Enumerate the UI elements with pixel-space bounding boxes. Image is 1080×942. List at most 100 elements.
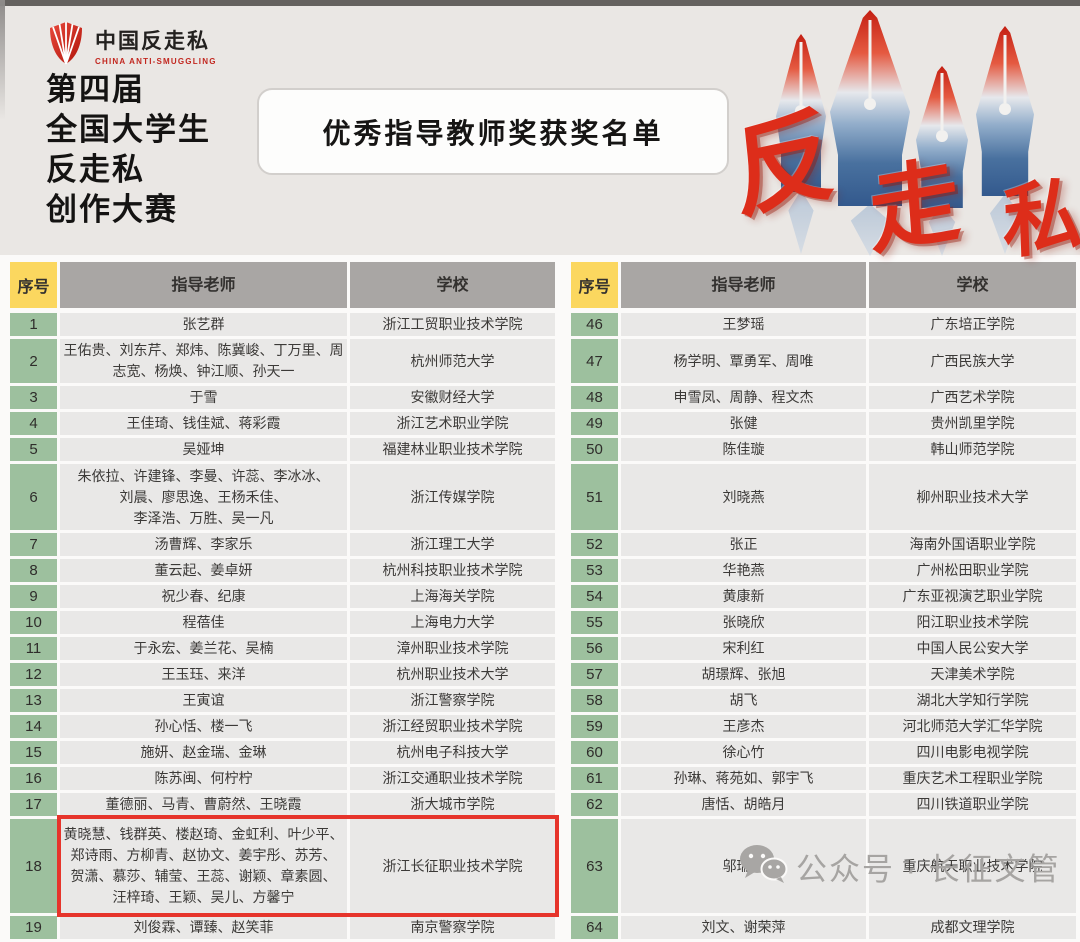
school-cell: 上海电力大学	[350, 611, 555, 634]
teacher-cell: 刘文、谢荣萍	[621, 916, 866, 939]
teacher-cell: 董云起、姜卓妍	[60, 559, 347, 582]
table-row: 4 王佳琦、钱佳斌、蒋彩霞 浙江艺术职业学院 49 张健 贵州凯里学院	[10, 412, 1076, 435]
table-gap	[558, 767, 568, 790]
teacher-cell: 刘晓燕	[621, 464, 866, 530]
deco-char-si: 私	[1001, 168, 1080, 269]
table-gap	[558, 793, 568, 816]
school-cell: 漳州职业技术学院	[350, 637, 555, 660]
teacher-cell: 于永宏、姜兰花、吴楠	[60, 637, 347, 660]
row-number-cell: 8	[10, 559, 57, 582]
school-cell: 柳州职业技术大学	[869, 464, 1076, 530]
logo-text-en: CHINA ANTI-SMUGGLING	[95, 57, 217, 66]
teacher-cell: 于雪	[60, 386, 347, 409]
school-cell: 广东亚视演艺职业学院	[869, 585, 1076, 608]
teacher-cell: 徐心竹	[621, 741, 866, 764]
table-row: 5 吴娅坤 福建林业职业技术学院 50 陈佳璇 韩山师范学院	[10, 438, 1076, 461]
row-number-cell: 17	[10, 793, 57, 816]
row-number-cell: 16	[10, 767, 57, 790]
school-cell: 天津美术学院	[869, 663, 1076, 686]
table-gap	[558, 438, 568, 461]
row-number-cell: 10	[10, 611, 57, 634]
row-number-cell: 51	[571, 464, 618, 530]
row-number-cell: 4	[10, 412, 57, 435]
school-cell: 重庆艺术工程职业学院	[869, 767, 1076, 790]
teacher-cell: 唐恬、胡皓月	[621, 793, 866, 816]
row-number-cell: 58	[571, 689, 618, 712]
table-row: 10 程蓓佳 上海电力大学 55 张晓欣 阳江职业技术学院	[10, 611, 1076, 634]
school-cell: 广西民族大学	[869, 339, 1076, 383]
teacher-cell: 程蓓佳	[60, 611, 347, 634]
winners-table: 序号 指导老师 学校 序号 指导老师 学校 1 张艺群 浙江工贸职业技术学院 46 王梦…	[10, 262, 1076, 942]
table-gap	[558, 412, 568, 435]
table-row: 17 董德丽、马青、曹蔚然、王晓霞 浙大城市学院 62 唐恬、胡皓月 四川铁道职业学院	[10, 793, 1076, 816]
row-number-cell: 1	[10, 313, 57, 336]
teacher-cell: 刘俊霖、谭臻、赵笑菲	[60, 916, 347, 939]
header-teacher-right: 指导老师	[621, 262, 866, 308]
table-gap	[558, 533, 568, 556]
table-row: 16 陈苏闽、何柠柠 浙江交通职业技术学院 61 孙琳、蒋苑如、郭宇飞 重庆艺术工程职业学…	[10, 767, 1076, 790]
row-number-cell: 3	[10, 386, 57, 409]
school-cell: 重庆航天职业技术学院	[869, 819, 1076, 913]
row-number-cell: 57	[571, 663, 618, 686]
school-cell: 广州松田职业学院	[869, 559, 1076, 582]
school-cell: 浙江长征职业技术学院	[350, 819, 555, 913]
row-number-cell: 5	[10, 438, 57, 461]
teacher-cell: 王彦杰	[621, 715, 866, 738]
row-number-cell: 14	[10, 715, 57, 738]
table-gap	[558, 715, 568, 738]
table-gap	[558, 637, 568, 660]
row-number-cell: 9	[10, 585, 57, 608]
school-cell: 浙江传媒学院	[350, 464, 555, 530]
table-gap	[558, 663, 568, 686]
deco-char-fan: 反	[728, 96, 840, 232]
award-title: 优秀指导教师奖获奖名单	[322, 117, 664, 149]
competition-title: 第四届 全国大学生 反走私 创作大赛	[46, 70, 211, 230]
header-no-left: 序号	[10, 262, 57, 308]
teacher-cell: 朱依拉、许建锋、李曼、许蕊、李冰冰、 刘晨、廖思逸、王杨禾佳、 李泽浩、万胜、吴…	[60, 464, 347, 530]
school-cell: 浙江警察学院	[350, 689, 555, 712]
school-cell: 浙江艺术职业学院	[350, 412, 555, 435]
row-number-cell: 55	[571, 611, 618, 634]
teacher-cell: 祝少春、纪康	[60, 585, 347, 608]
title-line: 全国大学生	[46, 112, 211, 147]
teacher-cell: 张正	[621, 533, 866, 556]
teacher-cell: 张晓欣	[621, 611, 866, 634]
school-cell: 中国人民公安大学	[869, 637, 1076, 660]
award-title-box: 优秀指导教师奖获奖名单	[257, 88, 729, 175]
row-number-cell: 53	[571, 559, 618, 582]
table-row: 19 刘俊霖、谭臻、赵笑菲 南京警察学院 64 刘文、谢荣萍 成都文理学院	[10, 916, 1076, 939]
school-cell: 福建林业职业技术学院	[350, 438, 555, 461]
row-number-cell: 61	[571, 767, 618, 790]
row-number-cell: 2	[10, 339, 57, 383]
table-gap	[558, 916, 568, 939]
teacher-cell: 张健	[621, 412, 866, 435]
row-number-cell: 48	[571, 386, 618, 409]
school-cell: 贵州凯里学院	[869, 412, 1076, 435]
row-number-cell: 64	[571, 916, 618, 939]
row-number-cell: 63	[571, 819, 618, 913]
table-gap	[558, 819, 568, 913]
row-number-cell: 19	[10, 916, 57, 939]
wechat-icon	[738, 843, 788, 890]
table-gap	[558, 386, 568, 409]
table-row: 7 汤曹辉、李家乐 浙江理工大学 52 张正 海南外国语职业学院	[10, 533, 1076, 556]
teacher-cell: 孙心恬、楼一飞	[60, 715, 347, 738]
china-anti-smuggling-logo: 中国反走私 CHINA ANTI-SMUGGLING	[46, 20, 217, 71]
teacher-cell: 王玉珏、来洋	[60, 663, 347, 686]
table-gap	[558, 585, 568, 608]
teacher-cell: 王佑贵、刘东芹、郑炜、陈冀峻、丁万里、周志宽、杨焕、钟江顺、孙天一	[60, 339, 347, 383]
row-number-cell: 50	[571, 438, 618, 461]
table-row: 18 黄晓慧、钱群英、楼赵琦、金虹利、叶少平、 郑诗雨、方柳青、赵协文、姜宇彤、苏…	[10, 815, 1076, 917]
school-cell: 广西艺术学院	[869, 386, 1076, 409]
row-number-cell: 15	[10, 741, 57, 764]
watermark-text: 公众号 · 长征文管	[796, 852, 1061, 887]
table-row: 14 孙心恬、楼一飞 浙江经贸职业技术学院 59 王彦杰 河北师范大学汇华学院	[10, 715, 1076, 738]
teacher-cell: 陈佳璇	[621, 438, 866, 461]
teacher-cell: 黄晓慧、钱群英、楼赵琦、金虹利、叶少平、 郑诗雨、方柳青、赵协文、姜宇彤、苏芳、…	[60, 819, 347, 913]
table-gap	[558, 262, 568, 308]
top-edge-strip	[0, 0, 1080, 6]
school-cell: 杭州师范大学	[350, 339, 555, 383]
teacher-cell: 孙琳、蒋苑如、郭宇飞	[621, 767, 866, 790]
row-number-cell: 47	[571, 339, 618, 383]
teacher-cell: 胡飞	[621, 689, 866, 712]
